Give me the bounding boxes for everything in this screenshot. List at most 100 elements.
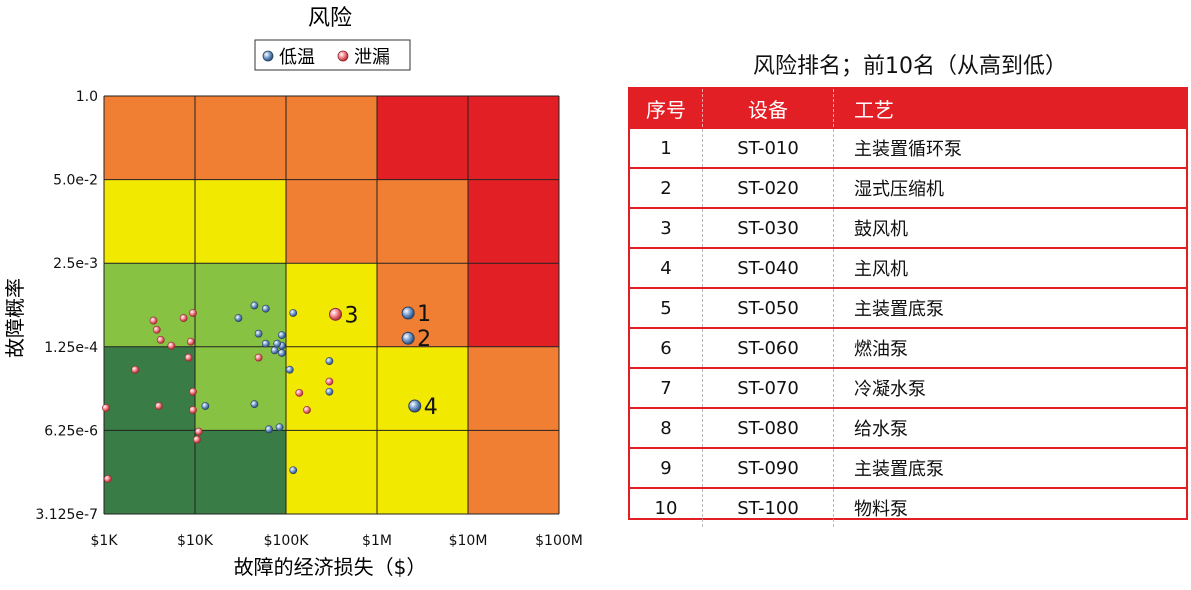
highlight-point	[401, 331, 415, 345]
row-equipment: ST-050	[702, 287, 834, 328]
point-leak	[186, 337, 195, 346]
top-ranked-points: 12 3 4	[329, 302, 438, 420]
header-index: 序号	[630, 89, 703, 128]
y-tick-label: 6.25e-6	[44, 423, 98, 439]
x-tick-label: $100K	[264, 533, 310, 549]
point-cryogenic	[325, 387, 334, 396]
risk-cell	[377, 346, 468, 431]
row-equipment: ST-020	[702, 167, 834, 208]
legend-label-cryogenic: 低温	[279, 47, 315, 68]
ranking-title: 风险排名；前10名（从高到低）	[753, 54, 1067, 79]
chart-title: 风险	[308, 6, 352, 31]
legend-marker-cryogenic	[262, 50, 274, 62]
x-axis-ticks: $1K $10K $100K $1M $10M $100M	[91, 533, 583, 549]
grid-lines	[103, 95, 560, 515]
table-row: 4 ST-040 主风机	[630, 247, 1186, 288]
point-leak	[303, 406, 311, 414]
legend-box	[254, 39, 411, 71]
row-process: 鼓风机	[833, 207, 1186, 248]
point-cryogenic	[250, 400, 259, 409]
row-process: 冷凝水泵	[833, 367, 1186, 408]
row-index: 2	[630, 167, 703, 208]
risk-cell	[468, 179, 559, 264]
legend-marker-leak	[337, 50, 349, 62]
row-process: 主装置底泵	[833, 287, 1186, 328]
point-leak	[184, 353, 193, 362]
table-row: 1 ST-010 主装置循环泵	[630, 127, 1186, 168]
row-equipment: ST-040	[702, 247, 834, 288]
row-index: 3	[630, 207, 703, 248]
table-row: 5 ST-050 主装置底泵	[630, 287, 1186, 328]
point-cryogenic	[261, 339, 270, 348]
rank-label: 1	[417, 302, 431, 327]
row-equipment: ST-060	[702, 327, 834, 368]
point-cryogenic	[201, 402, 210, 410]
row-process: 给水泵	[833, 407, 1186, 448]
legend-label-leak: 泄漏	[354, 47, 390, 68]
row-equipment: ST-080	[702, 407, 834, 448]
risk-cell	[286, 263, 377, 347]
point-cryogenic	[265, 425, 273, 434]
point-leak	[179, 314, 188, 322]
row-process: 湿式压缩机	[833, 167, 1186, 208]
x-tick-label: $1K	[91, 533, 119, 549]
table-row: 6 ST-060 燃油泵	[630, 327, 1186, 368]
row-process: 主装置底泵	[833, 447, 1186, 488]
rank-label: 3	[345, 303, 359, 328]
risk-cell	[377, 96, 468, 180]
x-tick-label: $100M	[535, 533, 583, 549]
ranking-header-row: 序号 设备 工艺	[630, 89, 1186, 128]
point-leak	[154, 402, 163, 410]
risk-cell	[195, 179, 286, 264]
risk-cell	[468, 346, 559, 431]
highlight-point	[401, 306, 415, 320]
table-row: 7 ST-070 冷凝水泵	[630, 367, 1186, 408]
header-equipment: 设备	[702, 89, 834, 128]
row-index: 8	[630, 407, 703, 448]
row-index: 10	[630, 487, 703, 527]
point-leak	[254, 353, 263, 362]
row-equipment: ST-070	[702, 367, 834, 408]
point-cryogenic	[273, 339, 282, 348]
risk-cell	[104, 263, 195, 347]
y-tick-label: 1.25e-4	[44, 340, 98, 356]
point-cryogenic	[285, 365, 294, 374]
x-tick-label: $10M	[449, 533, 488, 549]
point-leak	[131, 365, 140, 374]
row-index: 1	[630, 127, 703, 168]
point-cryogenic	[234, 314, 243, 322]
risk-cell	[104, 179, 195, 264]
risk-cell	[195, 430, 286, 514]
row-process: 主风机	[833, 247, 1186, 288]
point-leak	[152, 325, 161, 334]
table-row: 8 ST-080 给水泵	[630, 407, 1186, 448]
risk-cell	[377, 263, 468, 347]
row-equipment: ST-030	[702, 207, 834, 248]
data-points	[102, 301, 334, 483]
point-leak	[156, 336, 165, 344]
point-cryogenic	[289, 466, 298, 475]
risk-cell	[468, 263, 559, 347]
point-cryogenic	[250, 301, 259, 310]
y-axis-label: 故障概率	[3, 278, 27, 358]
risk-cell	[286, 179, 377, 264]
risk-matrix-chart: 风险 低温 泄漏 1.0 5.0e-2 2.5e-3 1.25e-4 6.25e-6 3.…	[3, 6, 583, 579]
rank-label: 4	[424, 395, 438, 420]
ranking-table: 序号 设备 工艺 1 ST-010 主装置循环泵 2 ST-020 湿式压缩机 3 ST-…	[628, 87, 1188, 527]
risk-grid	[104, 96, 559, 514]
y-tick-label: 3.125e-7	[35, 507, 98, 523]
row-process: 物料泵	[833, 487, 1186, 527]
point-leak	[325, 377, 334, 386]
row-index: 6	[630, 327, 703, 368]
point-leak	[149, 316, 158, 325]
risk-cell	[104, 430, 195, 514]
highlight-point	[329, 307, 343, 321]
row-equipment: ST-100	[702, 487, 834, 527]
row-index: 7	[630, 367, 703, 408]
point-leak	[189, 387, 197, 396]
table-row: 3 ST-030 鼓风机	[630, 207, 1186, 248]
point-cryogenic	[270, 346, 279, 355]
point-cryogenic	[254, 329, 263, 338]
risk-cell	[286, 430, 377, 514]
point-cryogenic	[289, 309, 298, 317]
